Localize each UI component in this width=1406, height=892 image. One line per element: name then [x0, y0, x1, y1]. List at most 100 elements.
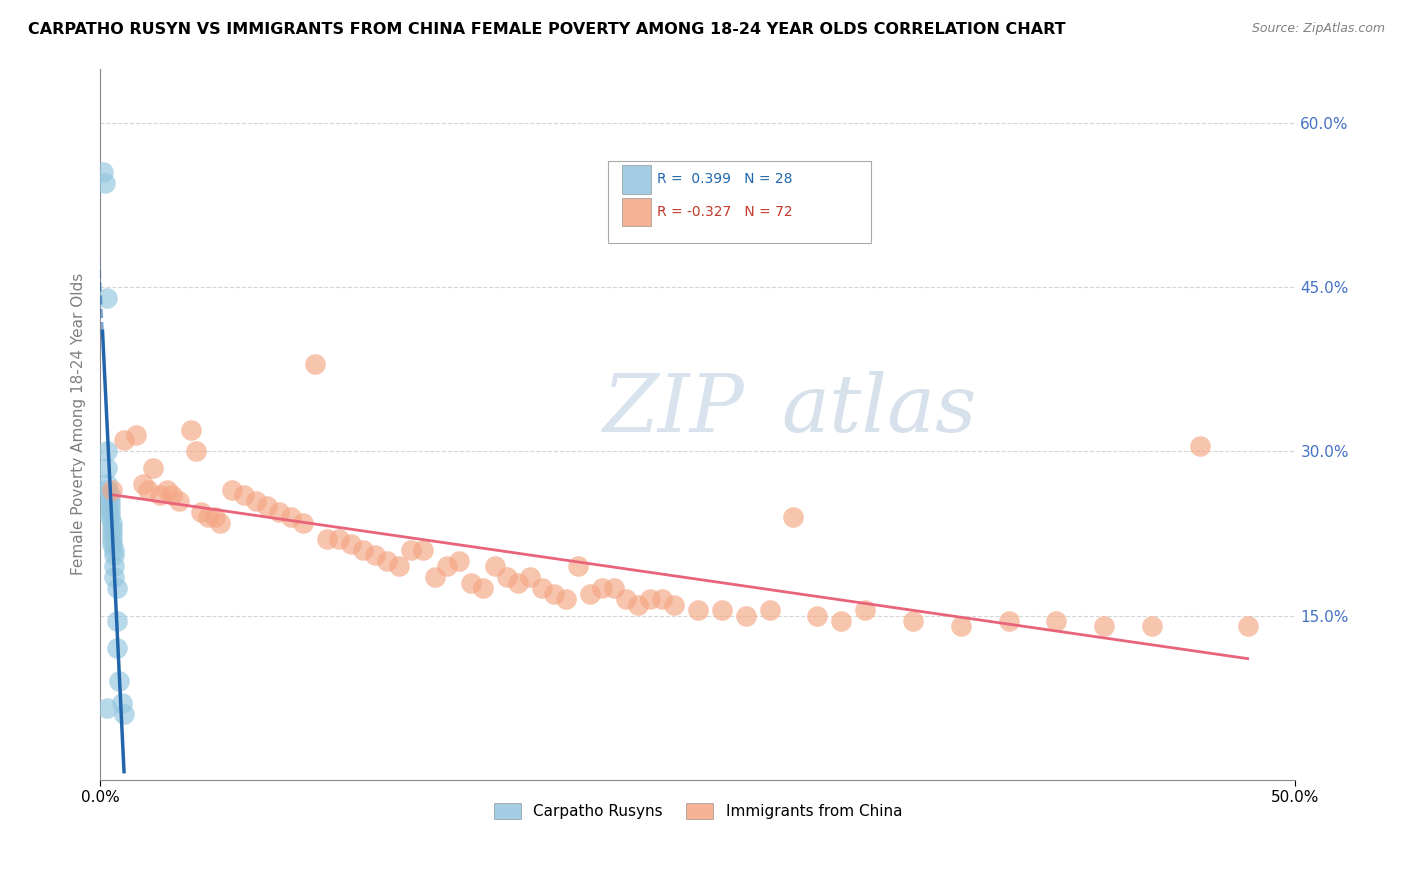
Point	[221, 483, 243, 497]
Point	[156, 483, 179, 497]
Point	[484, 559, 506, 574]
Point	[949, 619, 972, 633]
Point	[101, 537, 124, 551]
Point	[412, 542, 434, 557]
Point	[340, 537, 363, 551]
Point	[495, 570, 517, 584]
Point	[292, 516, 315, 530]
Point	[167, 493, 190, 508]
Point	[111, 696, 134, 710]
Point	[352, 542, 374, 557]
Point	[519, 570, 541, 584]
Point	[96, 444, 118, 458]
Point	[508, 575, 530, 590]
Point	[101, 521, 124, 535]
Point	[112, 434, 135, 448]
Legend: Carpatho Rusyns, Immigrants from China: Carpatho Rusyns, Immigrants from China	[488, 797, 908, 825]
Point	[96, 483, 118, 497]
Text: ZIP: ZIP	[602, 371, 744, 449]
Point	[830, 614, 852, 628]
Point	[364, 549, 387, 563]
Point	[614, 592, 637, 607]
Point	[269, 505, 291, 519]
Point	[531, 581, 554, 595]
Point	[375, 554, 398, 568]
Text: R =  0.399   N = 28: R = 0.399 N = 28	[657, 172, 793, 186]
Point	[96, 701, 118, 715]
Point	[579, 587, 602, 601]
Point	[190, 505, 212, 519]
Point	[710, 603, 733, 617]
Point	[734, 608, 756, 623]
Point	[101, 526, 124, 541]
Point	[103, 549, 125, 563]
Point	[105, 581, 128, 595]
Text: CARPATHO RUSYN VS IMMIGRANTS FROM CHINA FEMALE POVERTY AMONG 18-24 YEAR OLDS COR: CARPATHO RUSYN VS IMMIGRANTS FROM CHINA …	[28, 22, 1066, 37]
Point	[103, 559, 125, 574]
Point	[1092, 619, 1115, 633]
Point	[197, 510, 219, 524]
Y-axis label: Female Poverty Among 18-24 Year Olds: Female Poverty Among 18-24 Year Olds	[72, 273, 86, 575]
Point	[1045, 614, 1067, 628]
Point	[112, 706, 135, 721]
Point	[758, 603, 780, 617]
Point	[184, 444, 207, 458]
Text: atlas: atlas	[782, 371, 977, 449]
Point	[96, 291, 118, 305]
FancyBboxPatch shape	[609, 161, 872, 243]
Point	[471, 581, 494, 595]
Point	[280, 510, 302, 524]
Point	[204, 510, 226, 524]
Point	[436, 559, 458, 574]
Point	[232, 488, 254, 502]
Point	[160, 488, 183, 502]
Point	[627, 598, 650, 612]
Point	[98, 488, 121, 502]
Point	[108, 674, 131, 689]
Point	[997, 614, 1019, 628]
Point	[142, 460, 165, 475]
Point	[96, 460, 118, 475]
Point	[591, 581, 613, 595]
FancyBboxPatch shape	[623, 165, 651, 194]
Point	[662, 598, 685, 612]
Point	[651, 592, 673, 607]
Point	[686, 603, 709, 617]
Point	[447, 554, 470, 568]
Point	[256, 499, 278, 513]
Point	[853, 603, 876, 617]
Point	[98, 510, 121, 524]
Point	[125, 428, 148, 442]
Point	[901, 614, 924, 628]
Point	[328, 532, 350, 546]
FancyBboxPatch shape	[623, 198, 651, 227]
Point	[806, 608, 828, 623]
Point	[304, 357, 326, 371]
Point	[96, 477, 118, 491]
Point	[180, 423, 202, 437]
Point	[149, 488, 172, 502]
Point	[98, 505, 121, 519]
Point	[98, 493, 121, 508]
Point	[543, 587, 565, 601]
Point	[555, 592, 578, 607]
Point	[460, 575, 482, 590]
Point	[132, 477, 155, 491]
Point	[91, 165, 114, 179]
Point	[208, 516, 231, 530]
Point	[316, 532, 339, 546]
Point	[136, 483, 159, 497]
Point	[423, 570, 446, 584]
Point	[94, 177, 117, 191]
Point	[399, 542, 422, 557]
Point	[105, 641, 128, 656]
Point	[98, 499, 121, 513]
Point	[101, 483, 124, 497]
Point	[101, 532, 124, 546]
Text: R = -0.327   N = 72: R = -0.327 N = 72	[657, 205, 793, 219]
Point	[388, 559, 411, 574]
Point	[1188, 439, 1211, 453]
Point	[105, 614, 128, 628]
Point	[103, 570, 125, 584]
Point	[101, 516, 124, 530]
